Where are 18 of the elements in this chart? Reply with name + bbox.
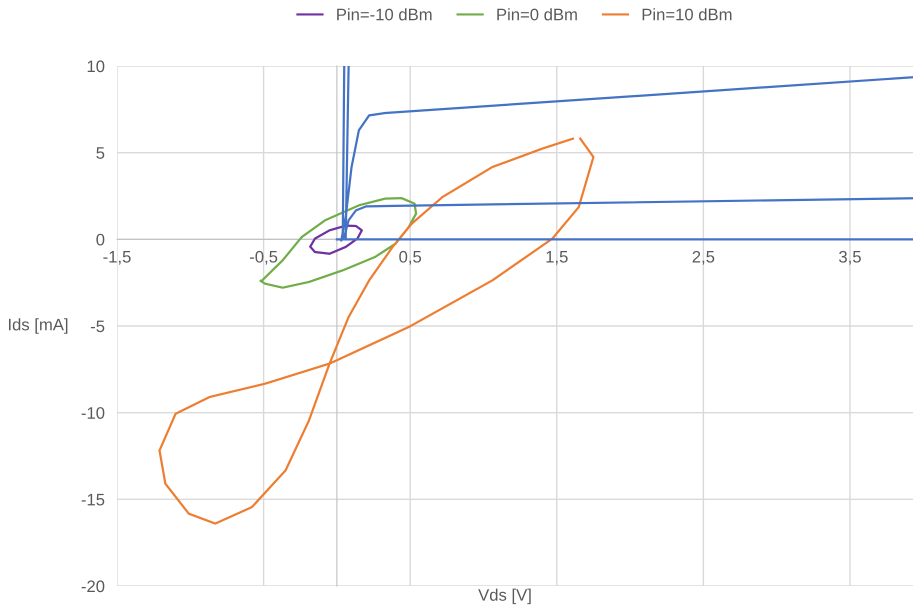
y-tick-label: 10 <box>88 60 104 72</box>
x-tick-label: 3,5 <box>839 250 861 265</box>
x-axis-title: Vds [V] <box>478 588 531 604</box>
legend-label: Pin=10 dBm <box>642 8 732 20</box>
y-tick-label: -15 <box>82 494 104 506</box>
y-tick-label: -10 <box>82 407 104 419</box>
x-tick-label: 2,5 <box>692 250 714 265</box>
y-tick-label: -5 <box>90 320 104 332</box>
x-tick-label: -1,5 <box>103 251 131 265</box>
x-tick-label: -0,5 <box>250 250 278 265</box>
y-tick-label: -20 <box>82 580 104 592</box>
x-tick-label: 0,5 <box>399 250 422 265</box>
legend-label: Pin=-10 dBm <box>337 8 432 20</box>
y-tick-label: 0 <box>96 234 104 246</box>
legend-label: Pin=0 dBm <box>497 8 577 20</box>
y-tick-label: 5 <box>96 147 104 159</box>
y-axis-title: Ids [mA] <box>8 318 68 334</box>
x-tick-label: 1,5 <box>546 251 568 265</box>
